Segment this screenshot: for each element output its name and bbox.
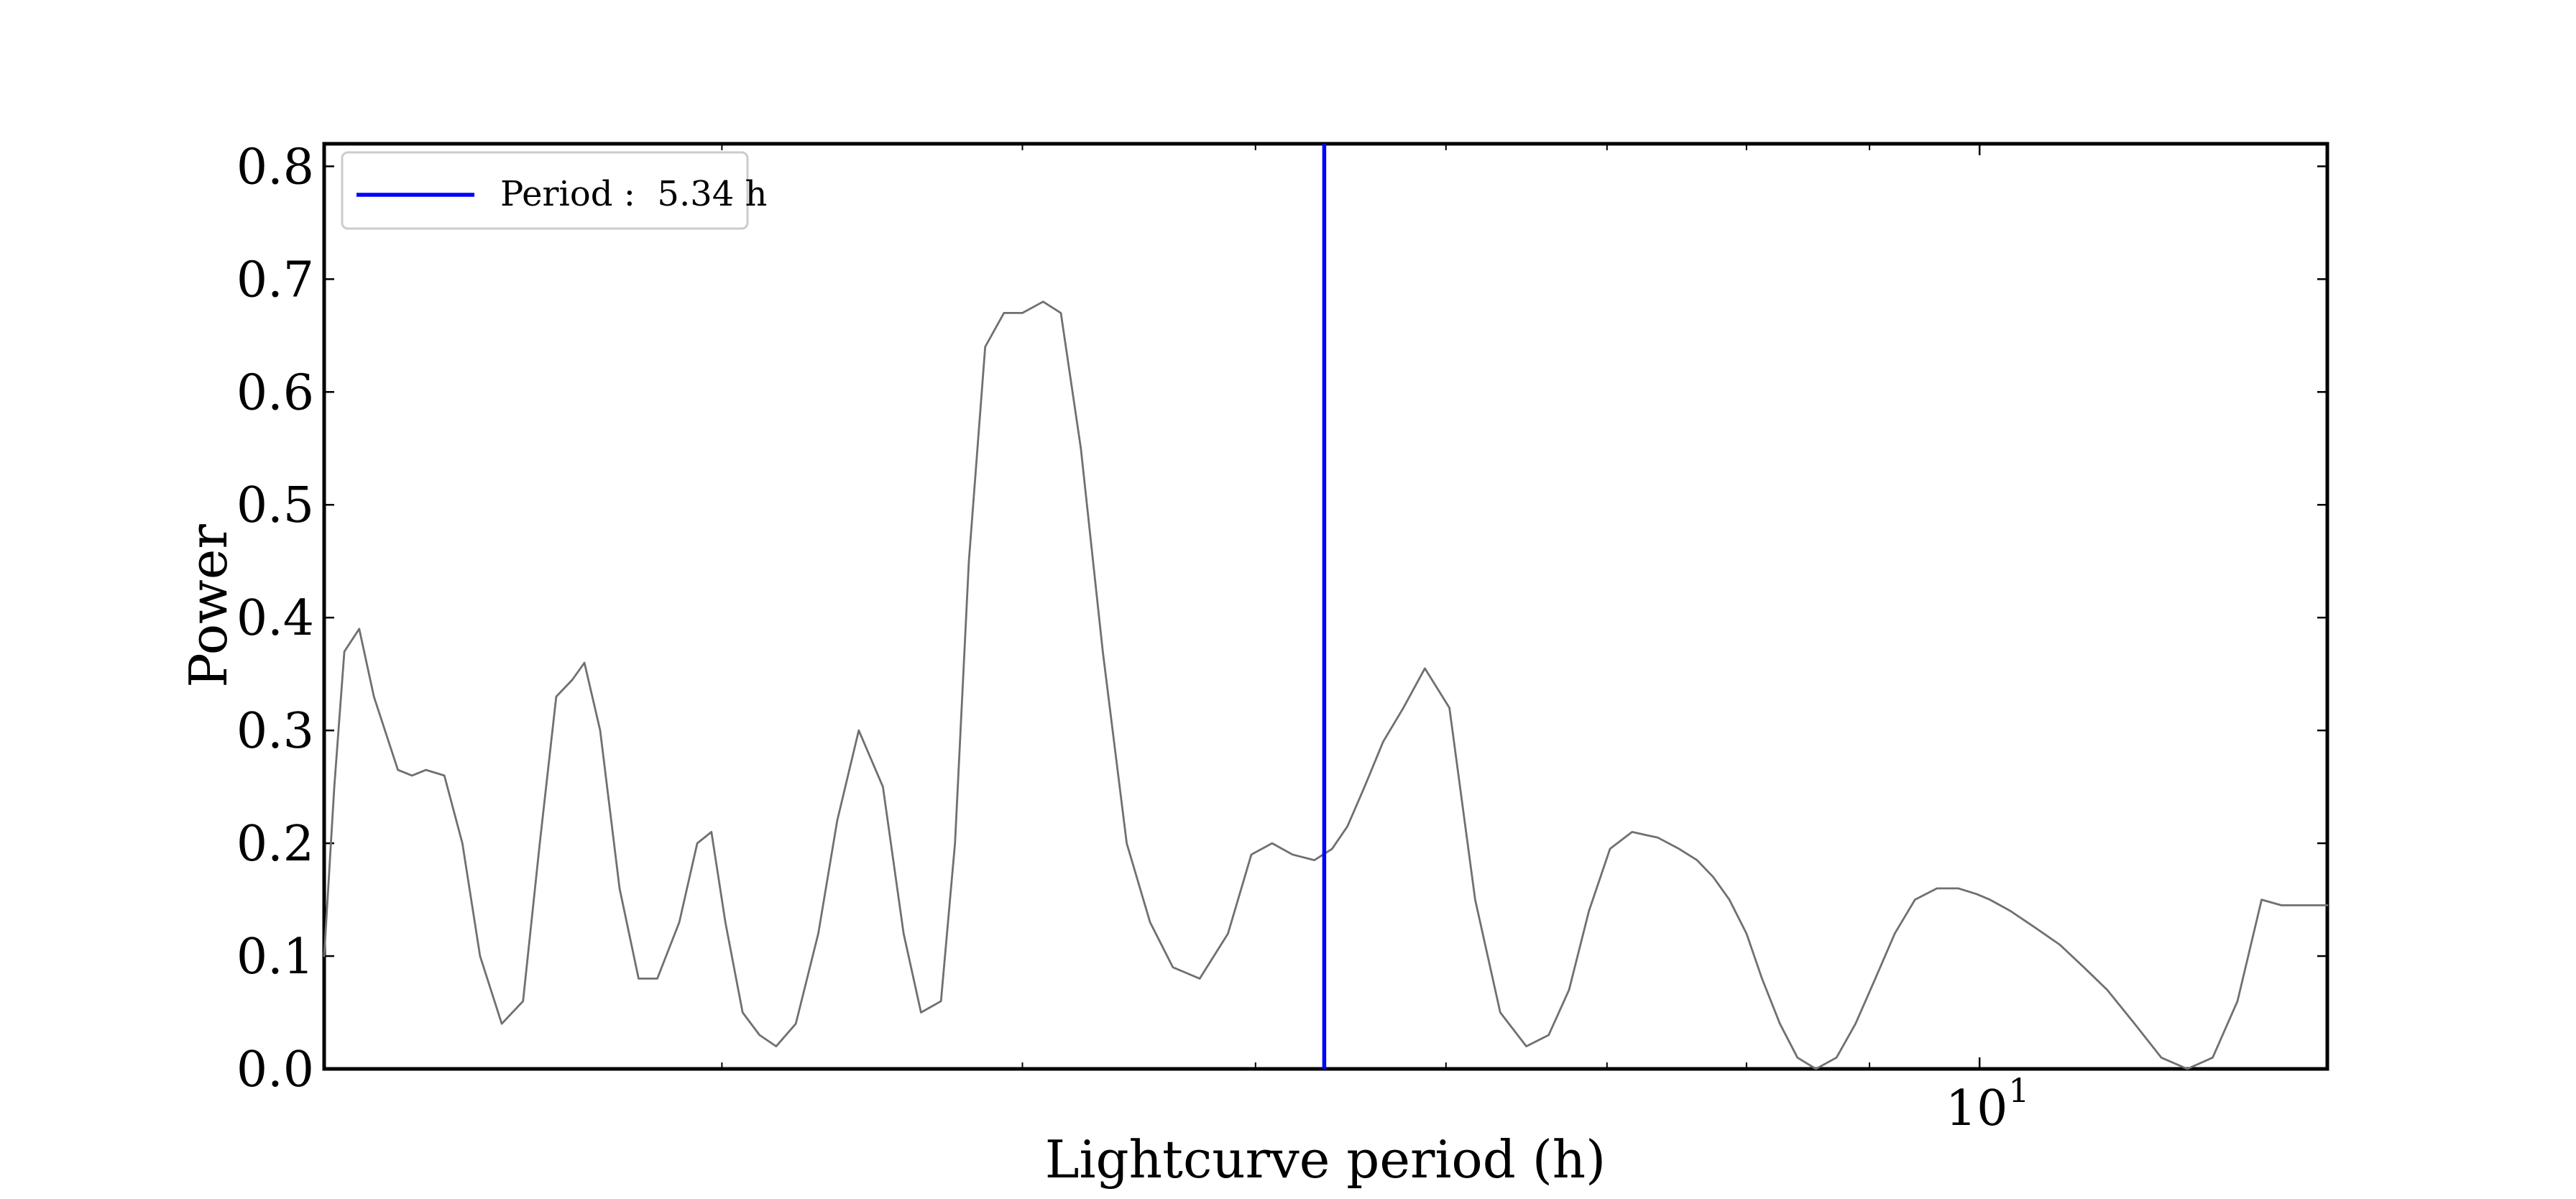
power-series-line [323,300,2329,1070]
legend: Period : 5.34 h [341,151,767,230]
y-tick-label: 0.4 [236,590,314,647]
y-tick-label: 0.0 [236,1042,314,1098]
x-axis-label: Lightcurve period (h) [1045,1129,1606,1190]
x-tick-label: 10 [1946,1080,2008,1137]
y-axis-label: Power [178,524,239,688]
y-tick-label: 0.2 [236,816,314,873]
y-tick-label: 0.8 [236,139,314,196]
x-axis-ticks: 10 1 [721,144,2029,1137]
y-tick-label: 0.1 [236,929,314,986]
series-layer [323,144,2329,1070]
x-tick-label-exponent: 1 [2008,1071,2029,1110]
legend-box [341,151,749,230]
y-tick-label: 0.3 [236,703,314,760]
y-tick-label: 0.6 [236,364,314,421]
y-tick-label: 0.5 [236,477,314,534]
y-axis-ticks: 0.0 0.1 0.2 0.3 0.4 0.5 0.6 0.7 0.8 [236,139,2327,1098]
legend-label-period: Period : 5.34 h [500,174,767,214]
y-tick-label: 0.7 [236,252,314,308]
